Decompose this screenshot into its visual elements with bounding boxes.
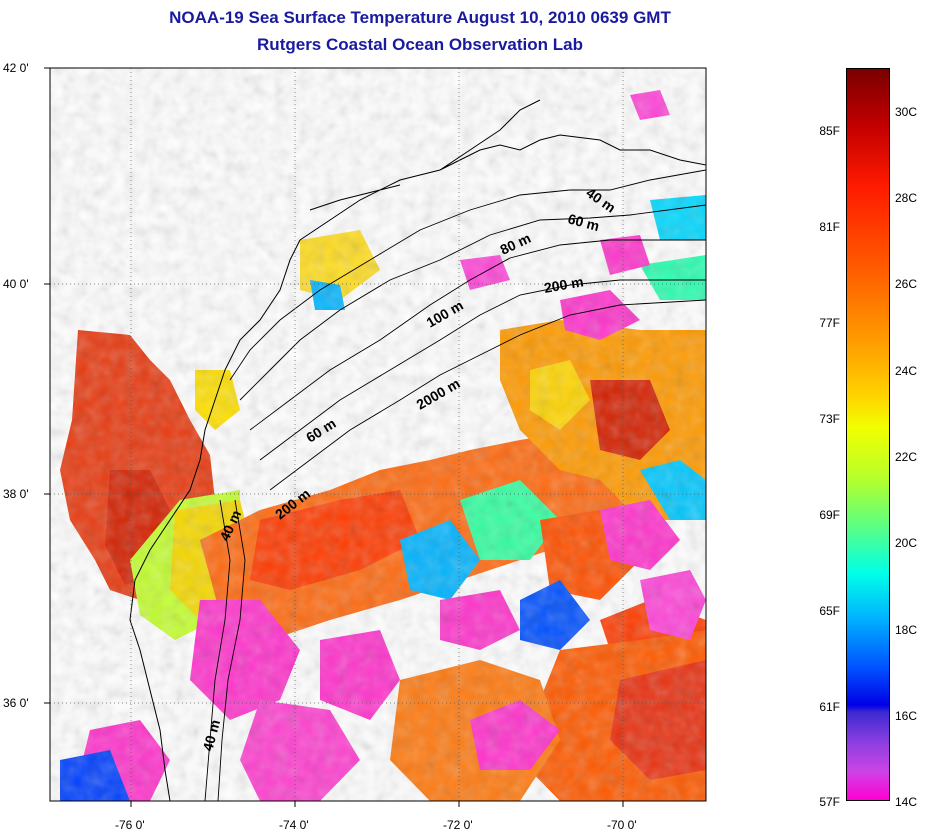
lat-label-42: 42 0' bbox=[3, 61, 29, 75]
lon-label-76: -76 0' bbox=[115, 818, 145, 832]
colorbar-c-label: 16C bbox=[895, 709, 918, 723]
colorbar-c-label: 22C bbox=[895, 450, 918, 464]
colorbar-f-label: 57F bbox=[819, 795, 840, 809]
colorbar-c-label: 14C bbox=[895, 795, 918, 809]
colorbar-c-label: 28C bbox=[895, 191, 918, 205]
lat-label-40: 40 0' bbox=[3, 277, 29, 291]
lat-label-36: 36 0' bbox=[3, 696, 29, 710]
coastline bbox=[129, 99, 706, 801]
lat-lon-grid bbox=[50, 68, 706, 801]
axis-ticks bbox=[44, 67, 624, 807]
sst-noise-texture bbox=[50, 68, 706, 801]
colorbar-c-label: 30C bbox=[895, 105, 918, 119]
lon-label-70: -70 0' bbox=[607, 818, 637, 832]
lon-label-74: -74 0' bbox=[279, 818, 309, 832]
colorbar-c-label: 26C bbox=[895, 277, 918, 291]
lat-label-38: 38 0' bbox=[3, 487, 29, 501]
sst-map: 40 m 60 m 80 m 200 m 100 m 2000 m 60 m 2… bbox=[44, 67, 707, 807]
colorbar-f-label: 81F bbox=[819, 220, 840, 234]
colorbar-c-label: 24C bbox=[895, 364, 918, 378]
colorbar-f-label: 61F bbox=[819, 700, 840, 714]
colorbar-f-label: 77F bbox=[819, 316, 840, 330]
isobath-label: 40 m bbox=[199, 718, 223, 753]
colorbar-f-label: 73F bbox=[819, 412, 840, 426]
map-title-line-1: NOAA-19 Sea Surface Temperature August 1… bbox=[169, 8, 671, 27]
colorbar-f-label: 69F bbox=[819, 508, 840, 522]
isobath-label: 60 m bbox=[566, 210, 601, 234]
colorbar-c-label: 18C bbox=[895, 623, 918, 637]
lon-label-72: -72 0' bbox=[443, 818, 473, 832]
map-frame bbox=[49, 67, 707, 802]
isobath-lines bbox=[204, 169, 706, 801]
colorbar-f-label: 85F bbox=[819, 124, 840, 138]
map-title-line-2: Rutgers Coastal Ocean Observation Lab bbox=[257, 35, 583, 54]
colorbar-f-label: 65F bbox=[819, 604, 840, 618]
temperature-colorbar bbox=[846, 68, 890, 801]
isobath-label: 200 m bbox=[543, 273, 585, 296]
colorbar-c-label: 20C bbox=[895, 536, 918, 550]
